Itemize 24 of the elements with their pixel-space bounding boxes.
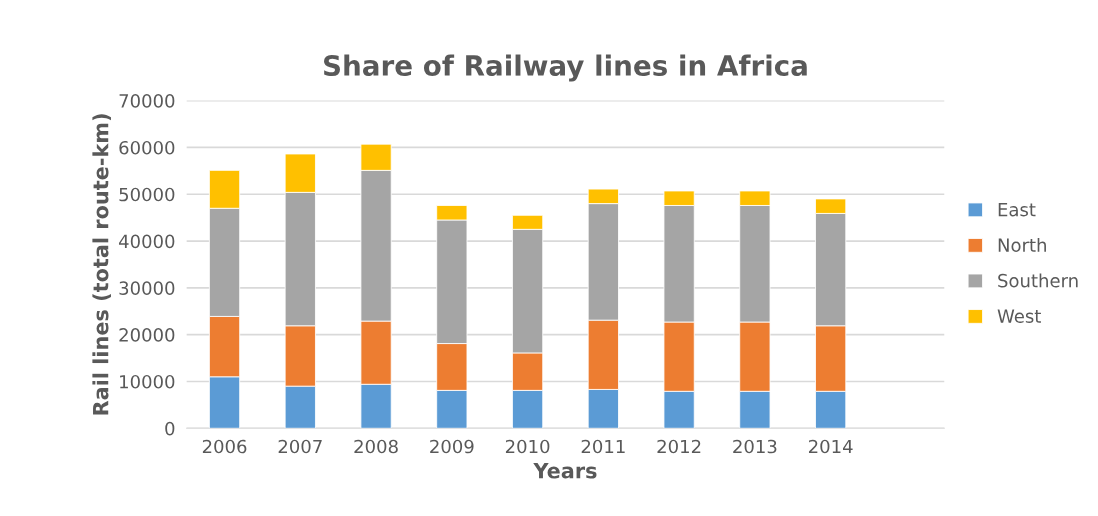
- y-tick-label: 60000: [119, 140, 175, 155]
- x-tick-label: 2013: [733, 439, 777, 454]
- legend-label: West: [997, 309, 1041, 323]
- x-tick-label: 2011: [581, 439, 625, 454]
- x-axis-title: Years: [533, 463, 597, 479]
- chart-title: Share of Railway lines in Africa: [324, 54, 807, 82]
- x-tick-label: 2007: [278, 439, 322, 454]
- y-tick-label: 70000: [119, 94, 175, 108]
- y-tick-label: 50000: [119, 187, 175, 202]
- y-tick-label: 20000: [119, 328, 175, 342]
- y-axis-title: Rail lines (total route-km): [92, 114, 111, 415]
- x-tick-label: 2008: [354, 439, 398, 454]
- x-tick-label: 2009: [430, 439, 474, 454]
- x-tick-label: 2010: [505, 439, 550, 454]
- x-tick-label: 2006: [202, 439, 247, 454]
- legend-label: North: [998, 237, 1046, 252]
- legend-label: Southern: [998, 273, 1078, 288]
- y-tick-label: 10000: [120, 374, 175, 389]
- y-tick-label: 40000: [118, 234, 175, 249]
- x-tick-label: 2014: [808, 439, 853, 454]
- legend-label: East: [998, 202, 1036, 217]
- y-tick-label: 0: [165, 421, 175, 436]
- x-tick-label: 2012: [657, 439, 701, 454]
- y-tick-label: 30000: [119, 281, 175, 295]
